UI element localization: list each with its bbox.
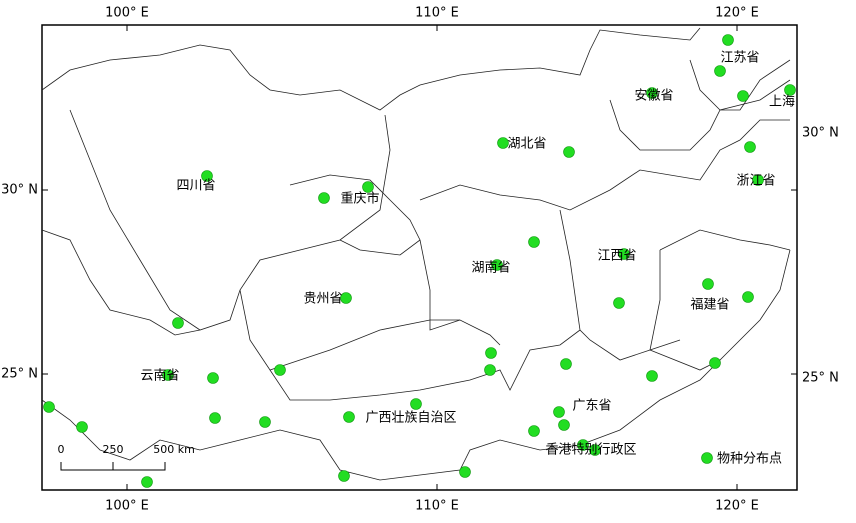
occurrence-point: [259, 416, 271, 428]
occurrence-point: [752, 174, 764, 186]
occurrence-point: [76, 421, 88, 433]
occurrence-point: [340, 292, 352, 304]
scale-label: 500 km: [153, 443, 195, 456]
region-label: 浙江省: [736, 174, 775, 189]
bottom-label: 110° E: [415, 499, 459, 514]
right-label: 25° N: [802, 371, 839, 386]
left-label: 25° N: [1, 367, 38, 382]
occurrence-point: [742, 291, 754, 303]
region-label: 广东省: [572, 399, 611, 414]
region-label: 安徽省: [634, 89, 673, 104]
occurrence-point: [491, 259, 503, 271]
region-label: 广西壮族自治区: [365, 410, 456, 426]
occurrence-point: [209, 412, 221, 424]
top-label: 110° E: [415, 6, 459, 21]
scale-label: 0: [58, 443, 65, 456]
occurrence-point: [737, 90, 749, 102]
occurrence-point: [162, 369, 174, 381]
occurrence-point: [497, 137, 509, 149]
right-label: 30° N: [802, 126, 839, 141]
region-label: 香港特别行政区: [545, 443, 636, 458]
occurrence-point: [485, 347, 497, 359]
occurrence-point: [201, 170, 213, 182]
occurrence-point: [362, 181, 374, 193]
occurrence-point: [613, 297, 625, 309]
map-frame: [41, 24, 798, 491]
occurrence-point: [589, 444, 601, 456]
occurrence-point: [172, 317, 184, 329]
occurrence-point: [646, 370, 658, 382]
occurrence-point: [646, 87, 658, 99]
occurrence-point: [714, 65, 726, 77]
occurrence-point: [744, 141, 756, 153]
region-label: 重庆市: [340, 191, 379, 207]
top-label: 120° E: [715, 6, 759, 21]
occurrence-point: [43, 401, 55, 413]
occurrence-point: [141, 476, 153, 488]
scale-line: [60, 462, 166, 471]
region-label: 江西省: [597, 249, 636, 264]
occurrence-point: [528, 236, 540, 248]
region-label: 江苏省: [720, 50, 759, 66]
bottom-label: 120° E: [715, 499, 759, 514]
legend-symbol: [701, 452, 713, 464]
occurrence-point: [709, 357, 721, 369]
bottom-label: 100° E: [105, 499, 149, 514]
left-label: 30° N: [1, 183, 38, 198]
occurrence-point: [274, 364, 286, 376]
occurrence-point: [338, 470, 350, 482]
region-label: 贵州省: [303, 292, 342, 307]
region-label: 云南省: [140, 368, 179, 384]
region-label: 湖南省: [471, 260, 510, 276]
province-boundaries: [41, 27, 791, 481]
occurrence-point: [577, 439, 589, 451]
region-label: 湖北省: [507, 137, 546, 152]
occurrence-point: [553, 406, 565, 418]
occurrence-point: [343, 411, 355, 423]
region-label: 四川省: [176, 179, 215, 194]
occurrence-point: [560, 358, 572, 370]
occurrence-point: [410, 398, 422, 410]
occurrence-point: [702, 278, 714, 290]
region-label: 上海: [769, 95, 795, 110]
top-label: 100° E: [105, 6, 149, 21]
occurrence-point: [484, 364, 496, 376]
occurrence-point: [722, 34, 734, 46]
scale-label: 250: [103, 443, 124, 456]
scale-bar: [60, 462, 166, 471]
legend-label: 物种分布点: [717, 452, 782, 467]
occurrence-point: [618, 248, 630, 260]
occurrence-point: [563, 146, 575, 158]
occurrence-point: [784, 84, 796, 96]
occurrence-point: [318, 192, 330, 204]
occurrence-point: [558, 419, 570, 431]
occurrence-point: [207, 372, 219, 384]
occurrence-point: [459, 466, 471, 478]
region-label: 福建省: [690, 298, 729, 313]
occurrence-point: [528, 425, 540, 437]
